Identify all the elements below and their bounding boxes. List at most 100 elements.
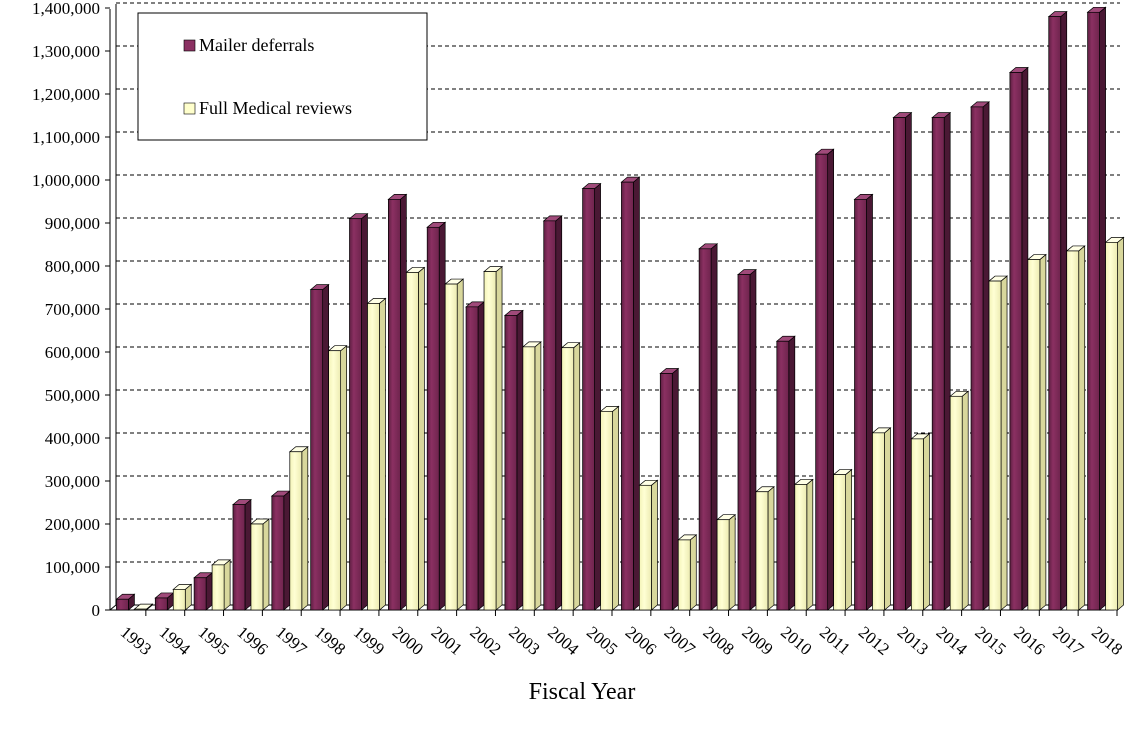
- bar-full-medical-reviews: [988, 275, 1009, 611]
- x-tick-label: 2006: [622, 623, 660, 659]
- bar-full-medical-reviews-front: [405, 272, 419, 611]
- y-tick-label: 1,400,000: [32, 0, 100, 18]
- bar-full-medical-reviews: [599, 405, 620, 611]
- bar-full-medical-reviews-side: [534, 341, 542, 611]
- bar-mailer-deferrals-front: [504, 315, 518, 611]
- bar-full-medical-reviews-front: [211, 564, 225, 611]
- bar-full-medical-reviews-front: [949, 395, 963, 611]
- bar-mailer-deferrals-side: [399, 193, 407, 611]
- bar-mailer-deferrals: [814, 148, 835, 611]
- x-tick-label: 2015: [971, 623, 1009, 659]
- legend-swatch-full-medical-reviews: [183, 102, 196, 115]
- bar-full-medical-reviews: [1026, 253, 1047, 611]
- bar-full-medical-reviews-front: [444, 283, 458, 611]
- bar-full-medical-reviews-side: [573, 341, 581, 611]
- bar-mailer-deferrals: [620, 176, 641, 611]
- bar-full-medical-reviews-front: [1105, 242, 1118, 611]
- bar-mailer-deferrals-front: [854, 199, 867, 611]
- bar-mailer-deferrals-side: [1099, 6, 1106, 611]
- bar-full-medical-reviews-side: [884, 427, 891, 611]
- bar-mailer-deferrals-front: [271, 495, 285, 611]
- x-tick-label: 2004: [544, 623, 583, 660]
- bar-mailer-deferrals: [270, 490, 291, 611]
- bar-full-medical-reviews-side: [1039, 253, 1047, 611]
- bar-mailer-deferrals-side: [1060, 10, 1068, 611]
- bar-full-medical-reviews: [483, 265, 504, 611]
- bar-mailer-deferrals: [426, 221, 447, 611]
- bar-mailer-deferrals-front: [1048, 16, 1062, 611]
- bar-mailer-deferrals-side: [322, 283, 330, 611]
- bar-full-medical-reviews-side: [379, 297, 386, 611]
- bar-mailer-deferrals-side: [633, 176, 640, 611]
- bar-mailer-deferrals-side: [788, 335, 796, 611]
- bar-mailer-deferrals-front: [776, 340, 790, 611]
- x-tick-label: 2010: [777, 623, 815, 659]
- bar-full-medical-reviews-front: [794, 484, 808, 611]
- bar-full-medical-reviews-front: [1066, 250, 1080, 611]
- bar-full-medical-reviews-side: [1117, 236, 1124, 611]
- bar-mailer-deferrals-front: [1009, 72, 1023, 611]
- bar-mailer-deferrals-front: [349, 218, 362, 611]
- bar-full-medical-reviews-front: [677, 539, 691, 611]
- bar-mailer-deferrals-front: [543, 220, 557, 611]
- bar-full-medical-reviews-front: [250, 523, 264, 611]
- y-tick-label: 300,000: [45, 472, 100, 491]
- y-tick-label: 800,000: [45, 257, 100, 276]
- bar-full-medical-reviews-front: [1027, 259, 1041, 611]
- bar-mailer-deferrals-front: [737, 274, 751, 611]
- x-tick-label: 1998: [311, 623, 349, 659]
- bar-mailer-deferrals: [736, 268, 757, 611]
- bar-mailer-deferrals-front: [931, 117, 945, 611]
- x-tick-label: 1997: [272, 623, 311, 660]
- bar-mailer-deferrals-side: [749, 268, 757, 611]
- legend-swatch-mailer-deferrals: [183, 39, 196, 52]
- x-tick-label: 2011: [816, 623, 854, 659]
- bar-full-medical-reviews-side: [1078, 245, 1086, 611]
- bar-mailer-deferrals-front: [232, 504, 246, 611]
- bar-full-medical-reviews: [211, 559, 232, 611]
- bar-full-medical-reviews: [832, 468, 853, 611]
- x-tick-label: 2002: [466, 623, 504, 659]
- bar-mailer-deferrals: [1086, 6, 1107, 611]
- bar-mailer-deferrals: [231, 498, 252, 611]
- bar-full-medical-reviews: [366, 297, 387, 611]
- x-tick-label: 1994: [156, 623, 195, 660]
- bar-full-medical-reviews-front: [561, 347, 575, 611]
- bar-mailer-deferrals-front: [387, 199, 401, 611]
- x-tick-label: 1999: [350, 623, 388, 659]
- bar-full-medical-reviews-front: [483, 271, 497, 611]
- bar-full-medical-reviews-side: [262, 518, 270, 611]
- bar-full-medical-reviews-side: [728, 513, 736, 611]
- bar-mailer-deferrals-front: [582, 188, 595, 611]
- y-tick-label: 1,100,000: [32, 128, 100, 147]
- bar-mailer-deferrals: [892, 111, 913, 611]
- legend-box: [137, 12, 428, 141]
- bar-full-medical-reviews-front: [639, 484, 652, 611]
- y-tick-label: 1,200,000: [32, 85, 100, 104]
- bar-full-medical-reviews-side: [651, 479, 658, 611]
- x-tick-label: 2016: [1010, 623, 1048, 659]
- bar-full-medical-reviews: [793, 478, 814, 611]
- bar-mailer-deferrals-front: [154, 597, 168, 611]
- bar-full-medical-reviews: [677, 534, 698, 611]
- bar-full-medical-reviews: [521, 341, 542, 611]
- x-tick-label: 2003: [505, 623, 543, 659]
- bar-mailer-deferrals-front: [815, 153, 829, 611]
- bar-full-medical-reviews-side: [223, 559, 231, 611]
- y-tick-label: 1,000,000: [32, 171, 100, 190]
- bar-mailer-deferrals-side: [516, 309, 524, 611]
- bar-mailer-deferrals: [193, 572, 214, 611]
- bar-mailer-deferrals-side: [244, 498, 252, 611]
- bar-full-medical-reviews: [444, 278, 465, 611]
- x-tick-label: 1995: [195, 623, 233, 659]
- bar-full-medical-reviews: [871, 427, 892, 611]
- bar-mailer-deferrals: [154, 592, 175, 611]
- bar-full-medical-reviews-front: [716, 519, 730, 611]
- bar-full-medical-reviews: [172, 583, 193, 611]
- bar-mailer-deferrals-side: [904, 111, 912, 611]
- bar-mailer-deferrals-side: [594, 182, 601, 611]
- x-tick-label: 1993: [117, 623, 155, 659]
- bar-mailer-deferrals: [309, 283, 330, 611]
- bar-full-medical-reviews-side: [806, 478, 814, 611]
- legend-label-mailer-deferrals: Mailer deferrals: [199, 35, 314, 55]
